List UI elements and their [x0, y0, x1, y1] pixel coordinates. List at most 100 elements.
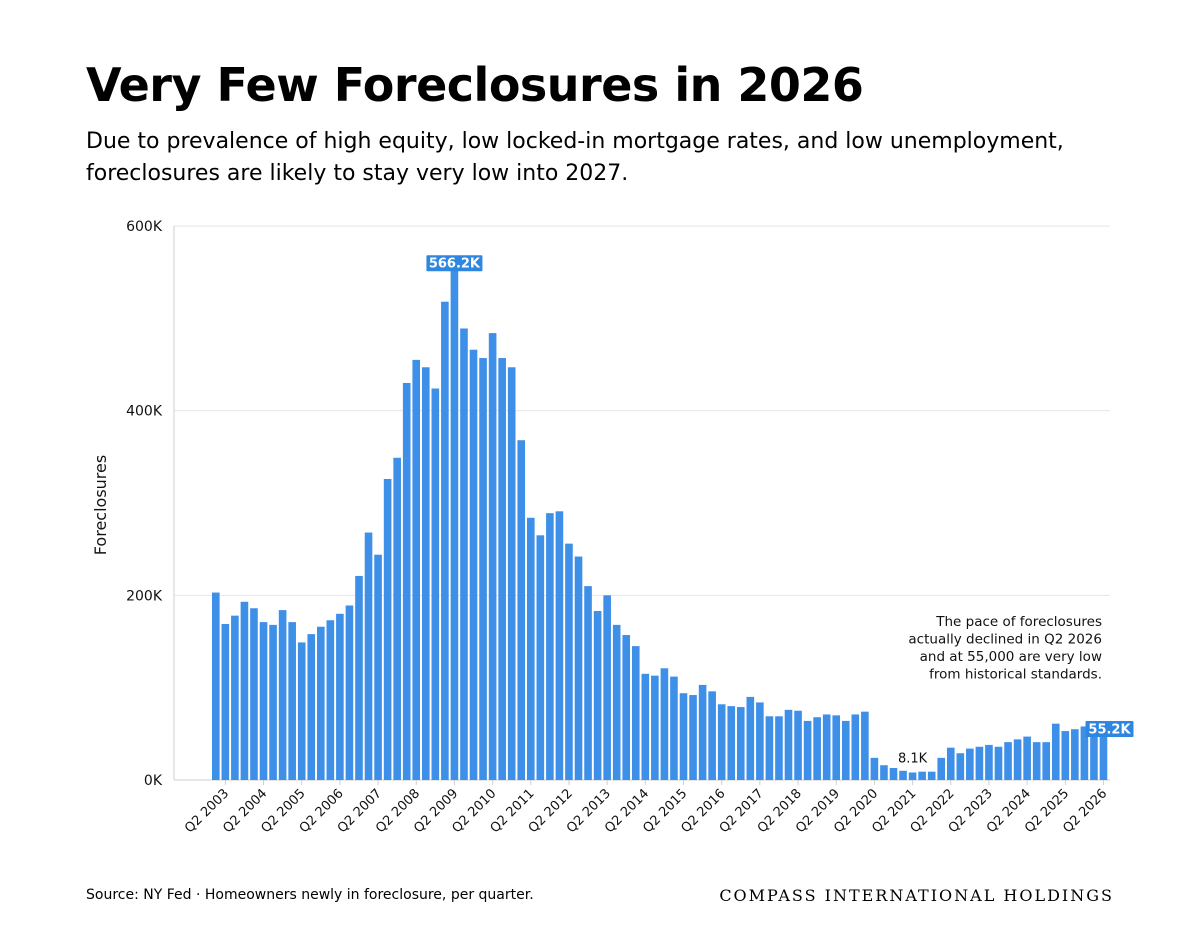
y-axis-label: Foreclosures — [91, 455, 110, 555]
bar — [1004, 742, 1012, 780]
bar — [775, 716, 783, 780]
data-label: 55.2K — [1088, 723, 1131, 738]
chart-subtitle-line-1: Due to prevalence of high equity, low lo… — [86, 129, 1064, 154]
bar — [889, 768, 898, 780]
data-label-background — [1085, 721, 1134, 738]
bar — [689, 695, 697, 780]
bar — [469, 349, 478, 780]
bar — [994, 746, 1003, 780]
bar — [1071, 729, 1079, 780]
bar — [412, 359, 421, 780]
bar — [231, 615, 239, 780]
bar — [584, 586, 592, 780]
bar — [918, 771, 926, 780]
bar — [326, 620, 335, 780]
bar — [355, 575, 363, 780]
bar — [402, 382, 411, 780]
bar — [1013, 739, 1022, 780]
bar — [1061, 731, 1070, 780]
bar — [517, 440, 526, 780]
bar — [765, 716, 774, 780]
bar — [899, 770, 907, 780]
bar — [1090, 724, 1098, 780]
bar — [1023, 736, 1031, 780]
bar — [431, 388, 440, 780]
bar — [307, 634, 316, 780]
bar — [555, 511, 564, 780]
bar — [908, 772, 917, 780]
bar — [975, 746, 984, 780]
bar — [670, 676, 678, 780]
bar — [593, 611, 602, 780]
bar — [822, 714, 831, 780]
bar — [526, 517, 535, 780]
bar — [441, 301, 449, 780]
source-note: Source: NY Fed · Homeowners newly in for… — [86, 887, 534, 903]
bar — [374, 554, 382, 780]
bar — [498, 358, 506, 780]
bar — [870, 757, 879, 780]
y-tick-label: 600K — [126, 219, 163, 235]
bar — [507, 367, 516, 780]
bar — [250, 608, 258, 780]
bar — [269, 624, 277, 780]
bar — [622, 635, 631, 780]
bar — [985, 744, 993, 780]
y-tick-label: 400K — [126, 404, 163, 420]
bar — [698, 684, 707, 780]
data-label: 8.1K — [898, 752, 928, 767]
bar — [450, 257, 459, 781]
annotation-line: actually declined in Q2 2026 — [908, 632, 1102, 648]
bar — [259, 622, 268, 780]
bar — [278, 610, 287, 780]
bar — [317, 626, 325, 780]
bar — [641, 673, 650, 780]
bar — [708, 691, 716, 780]
bar — [565, 543, 573, 780]
bar — [631, 646, 640, 780]
bar — [488, 333, 497, 780]
bar — [574, 556, 583, 780]
bar — [861, 711, 869, 780]
annotation-line: The pace of foreclosures — [935, 614, 1102, 630]
data-label: 566.2K — [429, 257, 481, 272]
bar — [1042, 742, 1051, 780]
data-label-background — [426, 255, 483, 272]
annotation-line: from historical standards. — [929, 667, 1102, 683]
bar — [383, 478, 392, 780]
bar — [832, 715, 841, 780]
bar — [966, 748, 974, 780]
bar — [813, 717, 821, 780]
bar — [679, 693, 688, 780]
bar — [756, 702, 764, 780]
bar — [736, 707, 745, 780]
bar — [603, 595, 611, 780]
bar — [288, 622, 296, 780]
bar — [784, 709, 793, 780]
bar — [612, 624, 621, 780]
bar — [479, 358, 487, 780]
annotation-line: and at 55,000 are very low — [920, 649, 1102, 665]
y-tick-label: 0K — [144, 773, 163, 789]
bar — [727, 706, 736, 780]
brand-wordmark: COMPASS INTERNATIONAL HOLDINGS — [719, 886, 1114, 905]
bar — [297, 642, 306, 780]
bar — [746, 696, 755, 780]
bar — [221, 623, 230, 780]
bar — [1099, 729, 1108, 780]
chart-subtitle-line-2: foreclosures are likely to stay very low… — [86, 161, 629, 186]
bar — [460, 328, 468, 780]
bar — [803, 720, 812, 780]
bar — [240, 601, 249, 780]
bar — [1051, 723, 1060, 780]
y-tick-label: 200K — [126, 588, 163, 604]
bar — [851, 714, 860, 780]
bar — [956, 753, 965, 780]
bar — [336, 613, 344, 780]
bar — [927, 771, 936, 780]
bar — [794, 710, 802, 780]
bar — [841, 720, 850, 780]
bar — [546, 513, 554, 780]
bar — [1080, 726, 1089, 780]
